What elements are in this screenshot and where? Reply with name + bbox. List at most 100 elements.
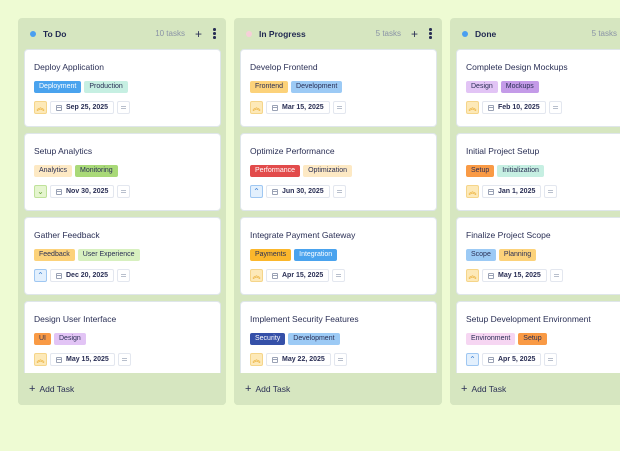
calendar-icon bbox=[56, 272, 62, 279]
priority-medium-icon[interactable]: ⌃ bbox=[250, 185, 263, 198]
tag-list: Deployment Production bbox=[34, 81, 211, 93]
card-list[interactable]: Develop Frontend Frontend Development ︽ M… bbox=[240, 49, 437, 373]
description-lines-icon[interactable] bbox=[117, 101, 131, 114]
add-task-button[interactable]: + Add Task bbox=[18, 373, 226, 405]
task-card[interactable]: Deploy Application Deployment Production … bbox=[24, 49, 221, 127]
add-task-plus-icon[interactable]: + bbox=[410, 26, 418, 41]
description-lines-icon[interactable] bbox=[332, 185, 346, 198]
calendar-icon bbox=[488, 104, 494, 111]
task-card[interactable]: Develop Frontend Frontend Development ︽ M… bbox=[240, 49, 437, 127]
task-card[interactable]: Complete Design Mockups Design Mockups ︽ … bbox=[456, 49, 620, 127]
task-card[interactable]: Gather Feedback Feedback User Experience … bbox=[24, 217, 221, 295]
priority-medium-icon[interactable]: ⌃ bbox=[466, 353, 479, 366]
card-footer: ⌄ Nov 30, 2025 bbox=[34, 185, 211, 198]
due-date-chip[interactable]: Feb 10, 2025 bbox=[482, 101, 546, 114]
due-date-chip[interactable]: Jan 1, 2025 bbox=[482, 185, 542, 198]
task-card[interactable]: Optimize Performance Performance Optimiza… bbox=[240, 133, 437, 211]
task-card[interactable]: Setup Analytics Analytics Monitoring ⌄ No… bbox=[24, 133, 221, 211]
tag-list: UI Design bbox=[34, 333, 211, 345]
tag-list: Scope Planning bbox=[466, 249, 620, 261]
priority-high-icon[interactable]: ︽ bbox=[250, 101, 263, 114]
column-status-dot bbox=[30, 30, 36, 37]
plus-icon: + bbox=[29, 382, 36, 395]
description-lines-icon[interactable] bbox=[544, 353, 558, 366]
tag-list: Design Mockups bbox=[466, 81, 620, 93]
tag-badge: Mockups bbox=[500, 81, 539, 93]
due-date: Dec 20, 2025 bbox=[66, 272, 109, 279]
column-task-count: 5 tasks bbox=[375, 29, 401, 38]
task-card[interactable]: Implement Security Features Security Deve… bbox=[240, 301, 437, 373]
card-footer: ⌃ Dec 20, 2025 bbox=[34, 269, 211, 282]
task-title: Implement Security Features bbox=[250, 314, 359, 324]
add-task-button[interactable]: + Add Task bbox=[450, 373, 620, 405]
due-date-chip[interactable]: Apr 15, 2025 bbox=[266, 269, 330, 282]
column-title: In Progress bbox=[259, 28, 306, 39]
due-date-chip[interactable]: Nov 30, 2025 bbox=[50, 185, 115, 198]
card-footer: ⌃ Apr 5, 2025 bbox=[466, 353, 620, 366]
priority-high-icon[interactable]: ︽ bbox=[34, 101, 47, 114]
add-task-button[interactable]: + Add Task bbox=[234, 373, 442, 405]
calendar-icon bbox=[488, 188, 494, 195]
priority-low-icon[interactable]: ⌄ bbox=[34, 185, 47, 198]
task-title: Integrate Payment Gateway bbox=[250, 230, 356, 240]
task-card[interactable]: Setup Development Environment Environmen… bbox=[456, 301, 620, 373]
task-card[interactable]: Initial Project Setup Setup Initializatio… bbox=[456, 133, 620, 211]
due-date-chip[interactable]: Mar 15, 2025 bbox=[266, 101, 330, 114]
card-list[interactable]: Deploy Application Deployment Production … bbox=[24, 49, 221, 373]
due-date: Sep 25, 2025 bbox=[66, 104, 109, 111]
add-task-plus-icon[interactable]: + bbox=[194, 26, 202, 41]
due-date: May 15, 2025 bbox=[498, 272, 541, 279]
card-footer: ︽ Jan 1, 2025 bbox=[466, 185, 620, 198]
task-title: Develop Frontend bbox=[250, 62, 318, 72]
task-card[interactable]: Integrate Payment Gateway Payments Integr… bbox=[240, 217, 437, 295]
description-lines-icon[interactable] bbox=[332, 101, 346, 114]
card-footer: ︽ May 15, 2025 bbox=[34, 353, 211, 366]
priority-high-icon[interactable]: ︽ bbox=[466, 101, 479, 114]
due-date-chip[interactable]: Apr 5, 2025 bbox=[482, 353, 542, 366]
tag-list: Analytics Monitoring bbox=[34, 165, 211, 177]
tag-list: Frontend Development bbox=[250, 81, 427, 93]
description-lines-icon[interactable] bbox=[544, 185, 558, 198]
description-lines-icon[interactable] bbox=[117, 185, 131, 198]
due-date-chip[interactable]: May 22, 2025 bbox=[266, 353, 331, 366]
priority-medium-icon[interactable]: ⌃ bbox=[34, 269, 47, 282]
priority-high-icon[interactable]: ︽ bbox=[466, 269, 479, 282]
column-menu-kebab-icon[interactable] bbox=[213, 28, 216, 39]
calendar-icon bbox=[272, 188, 278, 195]
task-title: Design User Interface bbox=[34, 314, 117, 324]
column-header: In Progress 5 tasks + bbox=[234, 18, 442, 49]
due-date-chip[interactable]: May 15, 2025 bbox=[482, 269, 547, 282]
column-task-count: 5 tasks bbox=[591, 29, 617, 38]
due-date-chip[interactable]: Dec 20, 2025 bbox=[50, 269, 115, 282]
column-to-do: To Do 10 tasks + Deploy Application Depl… bbox=[18, 18, 226, 405]
card-list[interactable]: Complete Design Mockups Design Mockups ︽ … bbox=[456, 49, 620, 373]
task-card[interactable]: Finalize Project Scope Scope Planning ︽ M… bbox=[456, 217, 620, 295]
column-menu-kebab-icon[interactable] bbox=[429, 28, 432, 39]
task-title: Initial Project Setup bbox=[466, 146, 540, 156]
add-task-label: Add Task bbox=[471, 384, 507, 394]
tag-badge: Initialization bbox=[497, 165, 544, 177]
task-title: Complete Design Mockups bbox=[466, 62, 568, 72]
description-lines-icon[interactable] bbox=[332, 269, 346, 282]
priority-high-icon[interactable]: ︽ bbox=[250, 269, 263, 282]
due-date-chip[interactable]: Sep 25, 2025 bbox=[50, 101, 115, 114]
description-lines-icon[interactable] bbox=[117, 269, 131, 282]
tag-badge: Setup bbox=[466, 165, 495, 177]
column-title: To Do bbox=[43, 28, 67, 39]
tag-list: Performance Optimization bbox=[250, 165, 427, 177]
tag-badge: Optimization bbox=[303, 165, 352, 177]
due-date: Jan 1, 2025 bbox=[498, 188, 536, 195]
description-lines-icon[interactable] bbox=[549, 269, 563, 282]
due-date-chip[interactable]: May 15, 2025 bbox=[50, 353, 115, 366]
due-date-chip[interactable]: Jun 30, 2025 bbox=[266, 185, 330, 198]
task-card[interactable]: Design User Interface UI Design ︽ May 15,… bbox=[24, 301, 221, 373]
tag-badge: Integration bbox=[294, 249, 338, 261]
description-lines-icon[interactable] bbox=[333, 353, 347, 366]
priority-high-icon[interactable]: ︽ bbox=[466, 185, 479, 198]
description-lines-icon[interactable] bbox=[117, 353, 131, 366]
task-title: Setup Analytics bbox=[34, 146, 93, 156]
description-lines-icon[interactable] bbox=[548, 101, 562, 114]
priority-high-icon[interactable]: ︽ bbox=[34, 353, 47, 366]
tag-badge: Development bbox=[288, 333, 340, 345]
priority-high-icon[interactable]: ︽ bbox=[250, 353, 263, 366]
